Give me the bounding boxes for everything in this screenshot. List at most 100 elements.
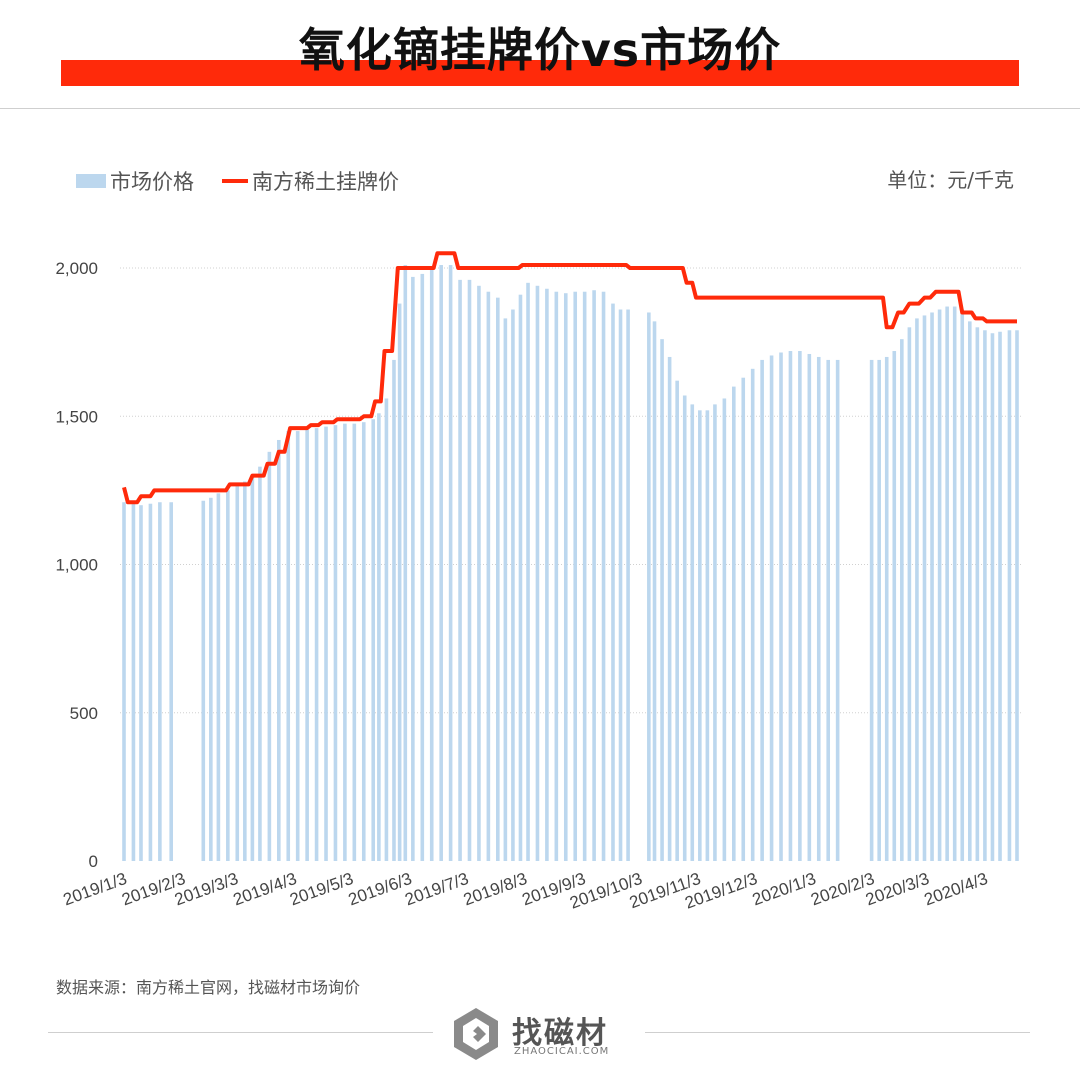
market-price-bar (235, 485, 240, 861)
footer-divider-left (48, 1032, 433, 1033)
market-price-bar (952, 306, 957, 861)
market-price-bar (477, 285, 481, 861)
y-tick-label: 2,000 (55, 259, 98, 278)
market-price-bar (411, 276, 415, 861)
market-price-bar (915, 318, 919, 861)
market-price-bar (713, 404, 717, 861)
market-price-bar (877, 359, 881, 861)
market-price-bar (705, 410, 710, 861)
market-price-bar (305, 429, 309, 861)
x-tick-label: 2019/8/3 (461, 869, 530, 909)
brand-logo: 找磁材 ZHAOCICAI.COM (448, 1004, 638, 1066)
market-price-bar (990, 333, 995, 862)
title-underline-bar (61, 60, 1019, 86)
market-price-bar (750, 368, 755, 861)
page-title: 氧化镝挂牌价vs市场价 (298, 23, 782, 77)
market-price-bar (511, 309, 515, 861)
market-price-bar (945, 306, 949, 861)
legend: 市场价格 南方稀土挂牌价 (76, 166, 427, 196)
market-price-bar (779, 352, 783, 861)
y-tick-label: 500 (70, 704, 98, 723)
legend-item-market: 市场价格 (76, 166, 194, 196)
market-price-bar (983, 330, 987, 861)
market-price-bar (667, 356, 672, 861)
market-price-bar (209, 497, 213, 861)
header-divider (0, 108, 1080, 109)
market-price-bar (122, 502, 126, 861)
market-price-bar (816, 356, 821, 861)
market-price-bar (626, 309, 630, 861)
market-price-bar (998, 331, 1002, 861)
market-price-bar (384, 398, 389, 861)
market-price-bar (352, 423, 357, 861)
market-price-bar (250, 475, 255, 861)
market-price-bar (769, 355, 774, 861)
y-tick-label: 0 (89, 852, 98, 871)
y-axis-ticks: 0 500 1,000 1,500 2,000 (55, 259, 98, 871)
x-tick-label: 2020/3/3 (863, 869, 932, 909)
market-price-bar (573, 291, 578, 862)
market-price-bar (467, 279, 472, 861)
market-price-bar (295, 431, 300, 861)
list-price-line (122, 251, 1017, 505)
x-tick-label: 2019/5/3 (287, 869, 356, 909)
legend-label-market: 市场价格 (110, 170, 194, 194)
market-price-bar (554, 291, 559, 862)
market-price-bar (148, 503, 153, 861)
legend-bar-swatch (76, 174, 106, 188)
x-axis-ticks: 2019/1/32019/2/32019/3/32019/4/32019/5/3… (61, 869, 991, 913)
market-price-bar (922, 315, 927, 861)
market-price-bar (722, 398, 727, 861)
market-price-bar (216, 493, 221, 861)
market-price-bars (122, 265, 1019, 862)
market-price-bar (682, 395, 687, 861)
market-price-bar (503, 318, 508, 861)
market-price-bar (835, 359, 840, 861)
market-price-bar (545, 288, 549, 861)
logo-url: ZHAOCICAI.COM (514, 1046, 610, 1057)
logo-name: 找磁材 (512, 1016, 608, 1051)
market-price-bar (1015, 330, 1019, 861)
x-tick-label: 2019/6/3 (346, 869, 415, 909)
market-price-bar (420, 273, 425, 861)
source-note: 数据来源：南方稀土官网，找磁材市场询价 (56, 978, 361, 997)
logo-mark-icon (454, 1008, 498, 1060)
market-price-bar (788, 351, 793, 861)
market-price-bar (458, 279, 462, 861)
market-price-bar (361, 422, 366, 861)
market-price-bar (324, 426, 328, 861)
market-price-bar (741, 377, 746, 861)
market-price-bar (592, 290, 596, 861)
market-price-bar (611, 303, 615, 862)
market-price-bar (884, 356, 889, 861)
legend-item-list: 南方稀土挂牌价 (222, 166, 399, 196)
market-price-bar (226, 490, 230, 861)
market-price-bar (496, 297, 500, 861)
y-tick-label: 1,000 (55, 556, 98, 575)
market-price-bar (930, 312, 934, 862)
market-price-bar (907, 327, 912, 861)
x-tick-label: 2019/1/3 (61, 869, 130, 909)
market-price-bar (392, 359, 396, 861)
market-price-bar (169, 502, 173, 861)
market-price-bar (660, 339, 664, 861)
market-price-bar (732, 386, 736, 861)
market-price-bar (397, 303, 402, 862)
market-price-bar (201, 500, 206, 861)
y-tick-label: 1,500 (55, 407, 98, 426)
market-price-bar (486, 291, 491, 862)
x-tick-label: 2020/4/3 (922, 869, 991, 909)
market-price-bar (807, 353, 812, 861)
footer-divider-right (645, 1032, 1030, 1033)
market-price-bar (448, 265, 453, 861)
market-price-bar (798, 351, 802, 861)
x-tick-label: 2020/1/3 (750, 869, 819, 909)
unit-label: 单位：元/千克 (887, 168, 1014, 192)
market-price-bar (900, 339, 904, 861)
market-price-bar (371, 419, 376, 861)
legend-label-list: 南方稀土挂牌价 (252, 170, 399, 194)
market-price-bar (439, 265, 443, 861)
market-price-bar (314, 428, 319, 861)
market-price-bar (892, 351, 897, 861)
market-price-bar (535, 285, 540, 861)
